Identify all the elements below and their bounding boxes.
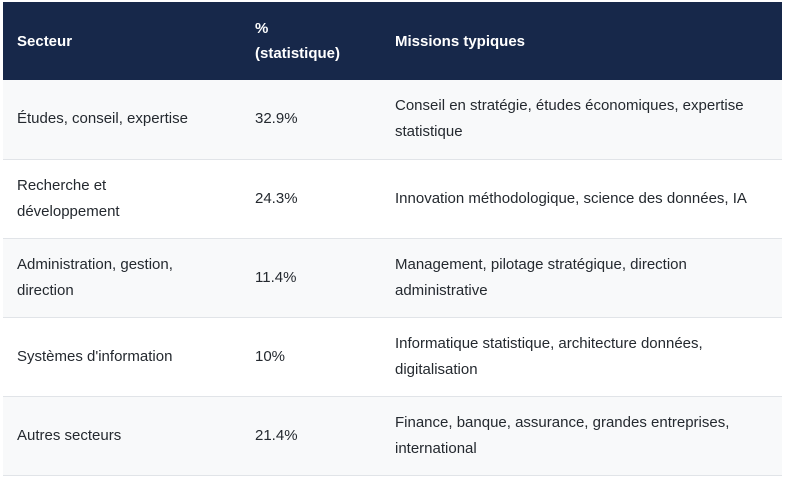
cell-secteur: Administration, gestion, direction bbox=[17, 255, 173, 299]
table-row: Études, conseil, expertise 32.9% Conseil… bbox=[3, 80, 782, 159]
cell-secteur: Autres secteurs bbox=[17, 426, 122, 444]
cell-secteur: Recherche et développement bbox=[17, 176, 120, 220]
cell-missions: Management, pilotage stratégique, direct… bbox=[395, 255, 687, 299]
sector-table-container: Secteur % (statistique) Missions typique… bbox=[3, 2, 782, 476]
cell-percentage: 10% bbox=[255, 347, 286, 365]
table-row: Systèmes d'information 10% Informatique … bbox=[3, 317, 782, 396]
header-secteur: Secteur bbox=[17, 32, 73, 50]
table-row: Administration, gestion, direction 11.4%… bbox=[3, 238, 782, 317]
cell-secteur: Études, conseil, expertise bbox=[17, 110, 188, 128]
cell-percentage: 11.4% bbox=[255, 268, 297, 286]
table-row: Recherche et développement 24.3% Innovat… bbox=[3, 159, 782, 238]
header-row: Secteur % (statistique) Missions typique… bbox=[3, 2, 782, 80]
cell-percentage: 21.4% bbox=[255, 426, 298, 444]
table-row: Autres secteurs 21.4% Finance, banque, a… bbox=[3, 396, 782, 475]
table-body: Études, conseil, expertise 32.9% Conseil… bbox=[3, 80, 782, 475]
cell-missions: Innovation méthodologique, science des d… bbox=[395, 189, 747, 207]
header-percentage: % (statistique) bbox=[255, 20, 341, 62]
table-header: Secteur % (statistique) Missions typique… bbox=[3, 2, 782, 80]
cell-secteur: Systèmes d'information bbox=[17, 347, 173, 365]
sector-table: Secteur % (statistique) Missions typique… bbox=[3, 2, 782, 476]
cell-missions: Finance, banque, assurance, grandes entr… bbox=[395, 413, 730, 457]
cell-percentage: 24.3% bbox=[255, 189, 298, 207]
cell-missions: Conseil en stratégie, études économiques… bbox=[395, 97, 744, 141]
cell-percentage: 32.9% bbox=[255, 110, 298, 128]
cell-missions: Informatique statistique, architecture d… bbox=[395, 334, 703, 378]
header-missions: Missions typiques bbox=[395, 32, 526, 50]
